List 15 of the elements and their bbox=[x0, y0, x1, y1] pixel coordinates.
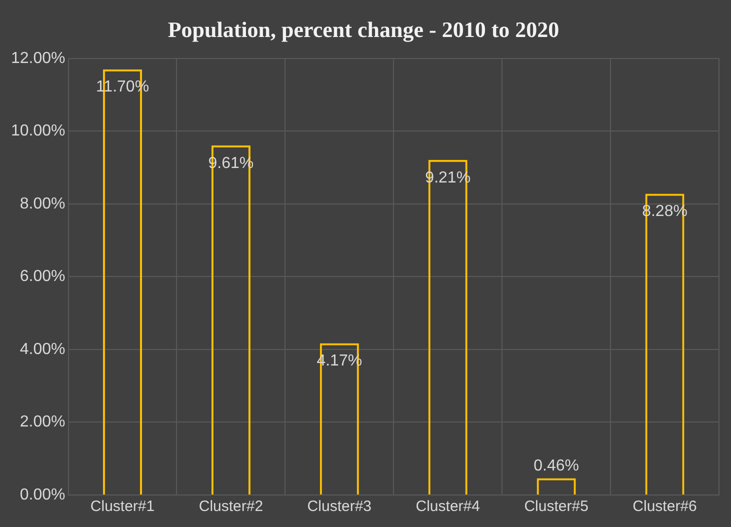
y-tick-label: 8.00% bbox=[20, 195, 66, 212]
x-tick-label: Cluster#5 bbox=[524, 498, 588, 516]
y-tick-label: 10.00% bbox=[11, 122, 66, 140]
chart-title: Population, percent change - 2010 to 2020 bbox=[168, 16, 560, 42]
data-label: 0.46% bbox=[534, 458, 580, 475]
y-tick-label: 12.00% bbox=[11, 50, 66, 67]
x-tick-label: Cluster#6 bbox=[632, 498, 697, 516]
x-tick-label: Cluster#1 bbox=[90, 498, 155, 516]
y-tick-label: 4.00% bbox=[20, 340, 66, 358]
x-tick-label: Cluster#4 bbox=[416, 498, 480, 516]
y-tick-label: 0.00% bbox=[20, 486, 66, 504]
y-tick-label: 2.00% bbox=[20, 414, 66, 431]
x-tick-label: Cluster#3 bbox=[307, 498, 372, 516]
x-tick-label: Cluster#2 bbox=[198, 498, 264, 516]
y-tick-label: 6.00% bbox=[20, 268, 66, 286]
